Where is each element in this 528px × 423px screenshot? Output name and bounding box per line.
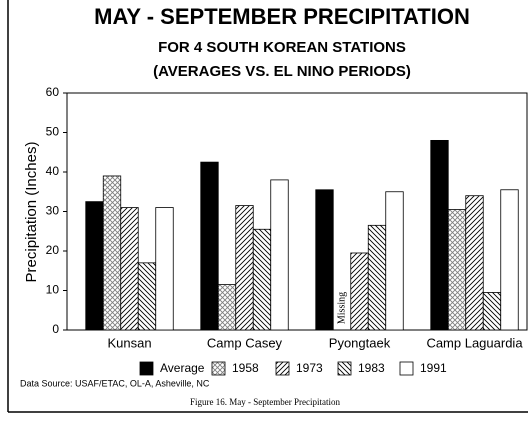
bar [367, 224, 387, 331]
legend-swatch [399, 361, 414, 376]
y-tick-label: 40 [46, 164, 60, 178]
chart-title: MAY - SEPTEMBER PRECIPITATION [94, 4, 470, 29]
missing-label: Missing [336, 292, 347, 324]
legend-swatch [211, 361, 226, 376]
y-tick-label: 10 [46, 283, 60, 297]
y-tick-label: 60 [46, 85, 60, 99]
y-tick-label: 30 [46, 204, 60, 218]
bar [270, 179, 289, 331]
x-tick-label: Camp Casey [207, 335, 283, 350]
legend-label: 1991 [420, 361, 447, 375]
legend-swatch [337, 361, 352, 376]
bar [102, 175, 122, 331]
y-axis-label: Precipitation (Inches) [23, 142, 40, 283]
bar [385, 191, 404, 331]
bar [200, 161, 219, 331]
chart-subtitle: (AVERAGES VS. EL NINO PERIODS) [153, 63, 411, 80]
x-tick-label: Camp Laguardia [426, 335, 523, 350]
bar [315, 189, 334, 331]
x-tick-label: Kunsan [107, 335, 151, 350]
bar [235, 205, 254, 331]
y-tick-label: 0 [52, 322, 59, 336]
bar [85, 201, 104, 331]
bar [482, 292, 502, 331]
caption: Figure 16. May - September Precipitation [190, 397, 340, 407]
bar [350, 252, 369, 331]
bar [430, 139, 449, 331]
legend-label: 1983 [358, 361, 385, 375]
y-tick-label: 20 [46, 243, 60, 257]
legend-label: 1958 [232, 361, 259, 375]
bar [447, 209, 467, 331]
y-tick-label: 50 [46, 125, 60, 139]
bar [120, 207, 139, 331]
bar [500, 189, 519, 331]
legend-swatch [139, 361, 154, 376]
bar [252, 228, 272, 331]
bar [137, 262, 157, 331]
legend-swatch [275, 361, 290, 376]
legend-label: 1973 [296, 361, 323, 375]
source: Data Source: USAF/ETAC, OL-A, Asheville,… [20, 378, 210, 388]
legend-label: Average [160, 361, 205, 375]
bar [217, 284, 237, 331]
bar [155, 207, 174, 331]
x-tick-label: Pyongtaek [329, 335, 391, 350]
chart-subtitle: FOR 4 SOUTH KOREAN STATIONS [158, 39, 406, 56]
bar [465, 195, 484, 331]
